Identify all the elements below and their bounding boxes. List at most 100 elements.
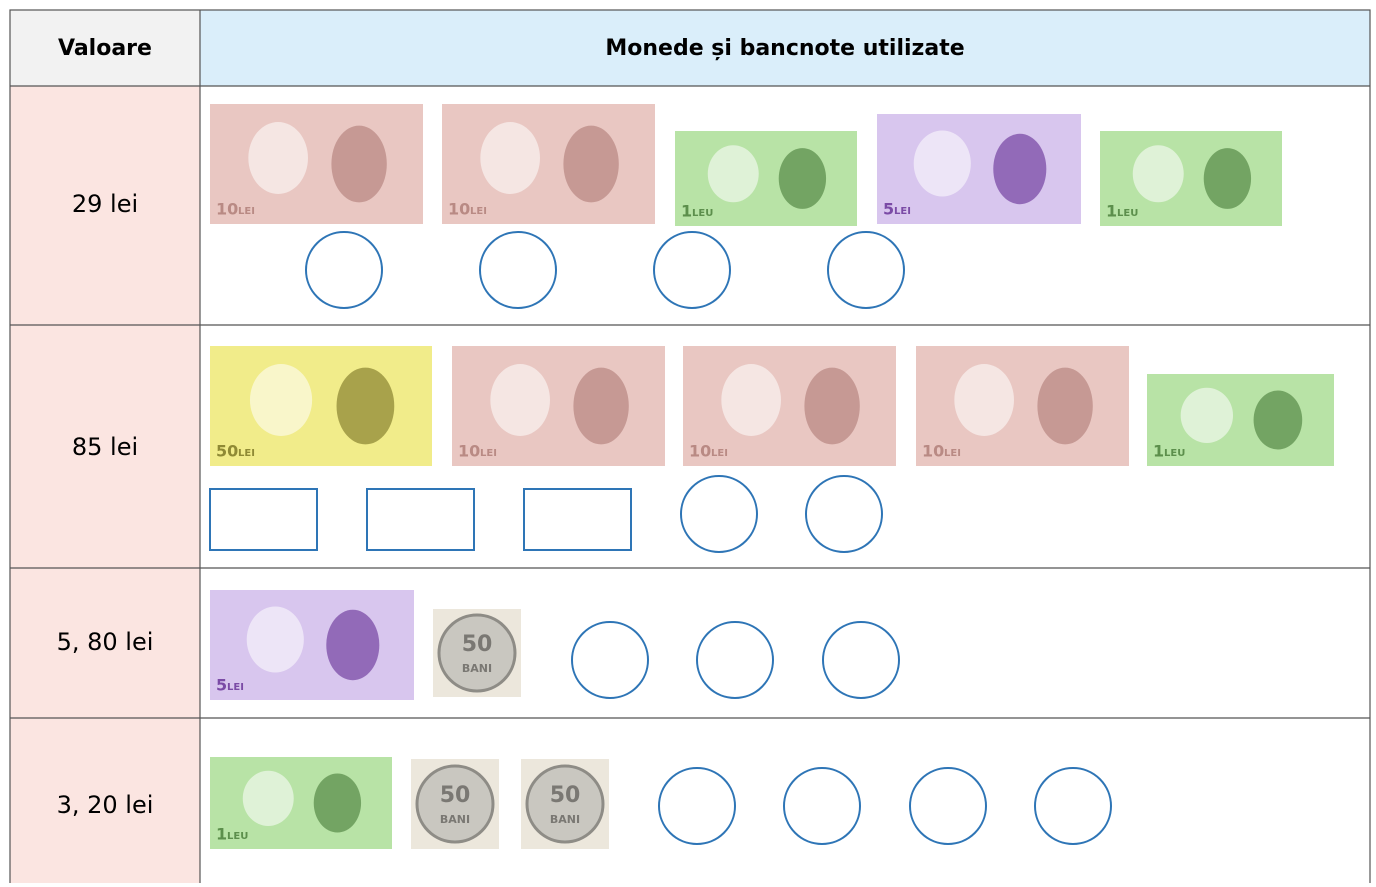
banknote-unit: LEU <box>227 831 248 842</box>
answer-circle <box>653 231 731 309</box>
value-column <box>10 86 200 886</box>
coin: 50 BANI <box>521 759 609 849</box>
coin-number: 50 <box>440 783 471 808</box>
answer-circle <box>1034 767 1112 845</box>
banknote-bg <box>1147 374 1334 466</box>
flower <box>1180 387 1234 443</box>
banknote-number: 10 <box>448 200 470 219</box>
banknote-number: 5 <box>216 676 227 695</box>
header-cell <box>200 10 1370 86</box>
flower <box>707 145 759 203</box>
banknote-bg <box>210 346 432 466</box>
portrait <box>1253 390 1303 450</box>
coin-unit: BANI <box>550 813 580 826</box>
coin-number: 50 <box>462 632 493 657</box>
flower <box>248 122 308 194</box>
answer-circle <box>822 621 900 699</box>
answer-box <box>523 488 632 551</box>
value-label: 29 lei <box>72 190 138 218</box>
banknote-unit: LEI <box>238 448 255 459</box>
flower <box>721 364 781 436</box>
flower <box>480 122 540 194</box>
portrait <box>1037 367 1093 445</box>
answer-circle <box>305 231 383 309</box>
banknote-bg <box>675 131 857 226</box>
banknote: 10 LEI <box>916 346 1129 466</box>
banknote-number: 1 <box>216 825 227 844</box>
banknote-bg <box>877 114 1081 224</box>
banknote-unit: LEI <box>894 206 911 217</box>
coin-face <box>415 764 495 844</box>
banknote-number: 1 <box>1153 442 1164 461</box>
coin: 50 BANI <box>433 609 521 697</box>
banknote-unit: LEU <box>692 208 713 219</box>
answer-circle <box>805 475 883 553</box>
answer-circle <box>909 767 987 845</box>
answer-box <box>209 488 318 551</box>
header-cell <box>10 10 200 86</box>
banknote-unit: LEI <box>944 448 961 459</box>
answer-box <box>366 488 475 551</box>
answer-circle <box>571 621 649 699</box>
header-text: Monede și bancnote utilizate <box>605 36 964 61</box>
banknote-bg <box>916 346 1129 466</box>
flower <box>249 364 313 436</box>
banknote: 10 LEI <box>210 104 423 224</box>
banknote: 10 LEI <box>452 346 665 466</box>
banknote-number: 10 <box>458 442 480 461</box>
banknote-bg <box>452 346 665 466</box>
coin-face <box>437 613 517 693</box>
portrait <box>326 609 380 681</box>
portrait <box>804 367 860 445</box>
banknote-unit: LEI <box>480 448 497 459</box>
flower <box>913 130 971 197</box>
flower <box>246 606 304 673</box>
banknote-number: 5 <box>883 200 894 219</box>
header-text: Valoare <box>58 36 152 61</box>
coin: 50 BANI <box>411 759 499 849</box>
portrait <box>336 367 395 445</box>
banknote-unit: LEI <box>238 206 255 217</box>
banknote: 10 LEI <box>442 104 655 224</box>
banknote: 10 LEI <box>683 346 896 466</box>
flower <box>954 364 1014 436</box>
banknote: 1 LEU <box>675 131 857 226</box>
coin-unit: BANI <box>440 813 470 826</box>
banknote-bg <box>1100 131 1282 226</box>
banknote: 5 LEI <box>877 114 1081 224</box>
coin-number: 50 <box>550 783 581 808</box>
portrait <box>573 367 629 445</box>
portrait <box>563 125 619 203</box>
flower <box>242 770 294 827</box>
banknote-bg <box>210 757 392 849</box>
banknote-number: 50 <box>216 442 238 461</box>
banknote-bg <box>683 346 896 466</box>
banknote: 50 LEI <box>210 346 432 466</box>
banknote-number: 1 <box>1106 202 1117 221</box>
table-grid <box>9 9 1371 887</box>
banknote-bg <box>442 104 655 224</box>
banknote-number: 1 <box>681 202 692 221</box>
portrait <box>993 133 1047 205</box>
banknote-number: 10 <box>689 442 711 461</box>
portrait <box>1203 148 1252 209</box>
answer-circle <box>827 231 905 309</box>
value-label: 85 lei <box>72 433 138 461</box>
banknote-bg <box>210 104 423 224</box>
value-label: 5, 80 lei <box>57 628 154 656</box>
banknote-number: 10 <box>216 200 238 219</box>
banknote-unit: LEI <box>227 682 244 693</box>
answer-circle <box>680 475 758 553</box>
banknote: 1 LEU <box>1147 374 1334 466</box>
answer-circle <box>658 767 736 845</box>
banknote-unit: LEU <box>1164 448 1185 459</box>
banknote: 1 LEU <box>1100 131 1282 226</box>
coin-face <box>525 764 605 844</box>
banknote-unit: LEI <box>711 448 728 459</box>
banknote-unit: LEI <box>470 206 487 217</box>
coin-unit: BANI <box>462 662 492 675</box>
flower <box>490 364 550 436</box>
answer-circle <box>696 621 774 699</box>
